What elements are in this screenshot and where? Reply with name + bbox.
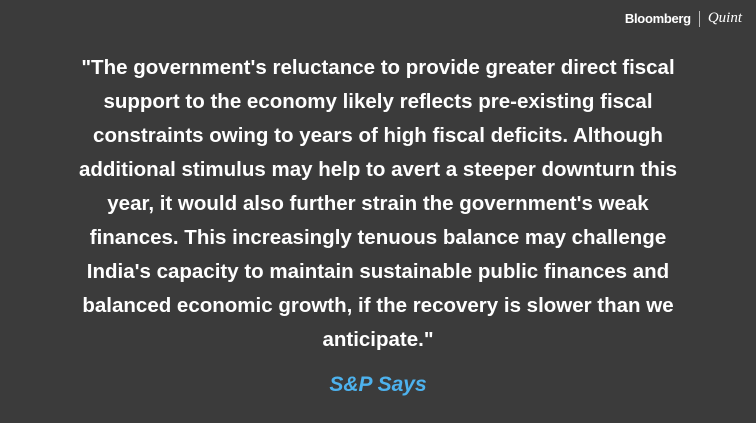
quote-line: constraints owing to years of high fisca… xyxy=(93,124,663,147)
logo-separator xyxy=(698,10,700,27)
quote-line: India's capacity to maintain sustainable… xyxy=(86,260,670,283)
quote-line: additional stimulus may help to avert a … xyxy=(78,158,678,181)
quote-line: "The government's reluctance to provide … xyxy=(81,56,675,79)
quote-line: year, it would also further strain the g… xyxy=(107,192,649,215)
logo: Bloomberg Quint xyxy=(625,10,742,27)
quote-line: support to the economy likely reflects p… xyxy=(103,90,653,113)
quote-line: balanced economic growth, if the recover… xyxy=(82,294,674,317)
quote-line: anticipate." xyxy=(322,328,434,351)
logo-brand: Bloomberg xyxy=(624,11,691,26)
quote-line: finances. This increasingly tenuous bala… xyxy=(89,226,667,249)
quote: "The government's reluctance to provide … xyxy=(0,51,756,357)
attribution: S&P Says xyxy=(329,373,427,396)
logo-sub: Quint xyxy=(707,10,742,26)
